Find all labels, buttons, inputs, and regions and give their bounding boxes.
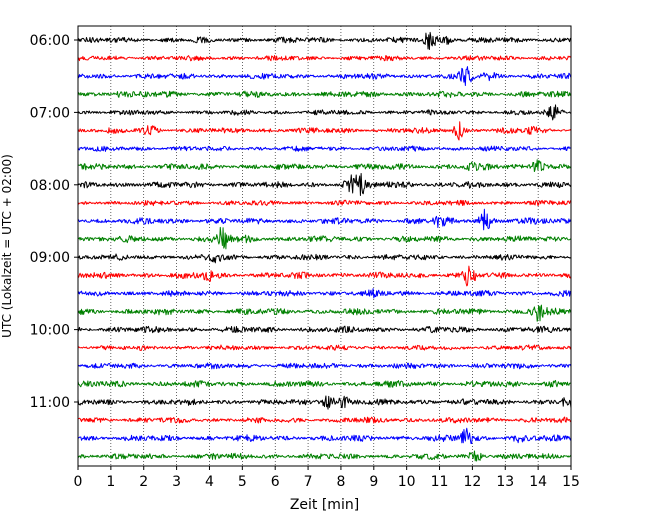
trace-line [77, 416, 572, 424]
plot-frame [77, 25, 572, 467]
trace-line [77, 104, 572, 121]
x-tick-label: 8 [336, 474, 345, 490]
trace-line [77, 226, 572, 250]
x-tick-label: 9 [369, 474, 378, 490]
x-tick-label: 2 [139, 474, 148, 490]
trace-line [77, 55, 572, 62]
x-tick-label: 12 [463, 474, 481, 490]
y-tick-label: 10:00 [30, 323, 70, 339]
trace-line [77, 362, 572, 370]
x-tick-label: 5 [238, 474, 247, 490]
trace-line [77, 90, 572, 98]
y-axis-ticks: 06:00 07:00 08:00 09:00 10:00 11:00 [30, 33, 78, 411]
x-tick-label: 10 [398, 474, 416, 490]
x-tick-label: 7 [304, 474, 313, 490]
trace-line [77, 450, 572, 462]
x-axis-ticks: 0 1 2 3 4 5 6 7 8 9 10 11 12 13 14 15 [74, 466, 580, 490]
trace-line [77, 265, 572, 287]
y-tick-label: 08:00 [30, 178, 70, 194]
trace-line [77, 159, 572, 173]
trace-line [77, 304, 572, 322]
trace-line [77, 66, 572, 86]
trace-line [77, 208, 572, 231]
trace-line [77, 395, 572, 410]
x-tick-label: 0 [74, 474, 83, 490]
trace-line [77, 145, 572, 152]
x-axis-label: Zeit [min] [290, 497, 359, 513]
x-tick-label: 3 [172, 474, 181, 490]
y-tick-label: 11:00 [30, 395, 70, 411]
x-tick-label: 1 [106, 474, 115, 490]
trace-line [77, 288, 572, 299]
y-tick-label: 06:00 [30, 33, 70, 49]
trace-line [77, 31, 572, 50]
x-tick-label: 15 [562, 474, 580, 490]
x-tick-label: 4 [205, 474, 214, 490]
x-tick-label: 14 [529, 474, 547, 490]
x-tick-label: 11 [431, 474, 449, 490]
y-axis-label: UTC (Lokalzeit = UTC + 02:00) [0, 154, 14, 338]
trace-line [77, 172, 572, 197]
trace-line [77, 199, 572, 207]
trace-line [77, 344, 572, 351]
x-tick-label: 6 [271, 474, 280, 490]
y-tick-label: 09:00 [30, 250, 70, 266]
x-tick-label: 13 [496, 474, 514, 490]
trace-line [77, 325, 572, 334]
trace-series [77, 31, 572, 462]
y-tick-label: 07:00 [30, 105, 70, 121]
grid-lines [110, 26, 539, 466]
trace-line [77, 253, 572, 264]
trace-line [77, 427, 572, 445]
trace-line [77, 121, 572, 141]
trace-line [77, 379, 572, 388]
